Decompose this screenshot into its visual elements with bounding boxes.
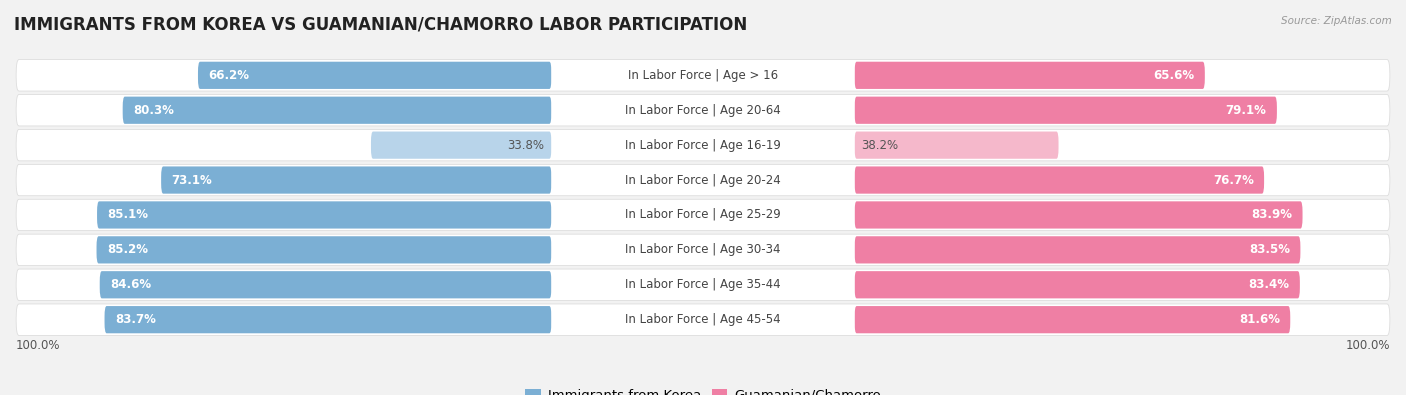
FancyBboxPatch shape <box>15 94 1391 126</box>
FancyBboxPatch shape <box>162 166 551 194</box>
Text: Source: ZipAtlas.com: Source: ZipAtlas.com <box>1281 16 1392 26</box>
Text: In Labor Force | Age 20-64: In Labor Force | Age 20-64 <box>626 104 780 117</box>
Text: In Labor Force | Age 16-19: In Labor Force | Age 16-19 <box>626 139 780 152</box>
Text: 85.2%: 85.2% <box>107 243 148 256</box>
FancyBboxPatch shape <box>551 236 855 263</box>
Text: 83.7%: 83.7% <box>115 313 156 326</box>
FancyBboxPatch shape <box>97 201 551 229</box>
Text: 73.1%: 73.1% <box>172 173 212 186</box>
Text: 33.8%: 33.8% <box>508 139 544 152</box>
Text: In Labor Force | Age 25-29: In Labor Force | Age 25-29 <box>626 209 780 222</box>
FancyBboxPatch shape <box>15 234 1391 265</box>
FancyBboxPatch shape <box>15 164 1391 196</box>
FancyBboxPatch shape <box>122 97 551 124</box>
FancyBboxPatch shape <box>551 306 855 333</box>
FancyBboxPatch shape <box>97 236 551 263</box>
FancyBboxPatch shape <box>855 236 1301 263</box>
Text: 76.7%: 76.7% <box>1213 173 1254 186</box>
FancyBboxPatch shape <box>198 62 551 89</box>
Text: In Labor Force | Age 20-24: In Labor Force | Age 20-24 <box>626 173 780 186</box>
Text: 66.2%: 66.2% <box>208 69 249 82</box>
FancyBboxPatch shape <box>551 132 855 159</box>
FancyBboxPatch shape <box>855 132 1059 159</box>
Text: 80.3%: 80.3% <box>134 104 174 117</box>
FancyBboxPatch shape <box>855 62 1205 89</box>
Text: 83.4%: 83.4% <box>1249 278 1289 291</box>
FancyBboxPatch shape <box>855 306 1291 333</box>
FancyBboxPatch shape <box>371 132 551 159</box>
Text: In Labor Force | Age 30-34: In Labor Force | Age 30-34 <box>626 243 780 256</box>
Text: IMMIGRANTS FROM KOREA VS GUAMANIAN/CHAMORRO LABOR PARTICIPATION: IMMIGRANTS FROM KOREA VS GUAMANIAN/CHAMO… <box>14 16 748 34</box>
FancyBboxPatch shape <box>15 269 1391 301</box>
FancyBboxPatch shape <box>15 130 1391 161</box>
Text: 79.1%: 79.1% <box>1226 104 1267 117</box>
FancyBboxPatch shape <box>855 271 1301 298</box>
Text: 84.6%: 84.6% <box>110 278 152 291</box>
Text: In Labor Force | Age 45-54: In Labor Force | Age 45-54 <box>626 313 780 326</box>
Text: 83.9%: 83.9% <box>1251 209 1292 222</box>
FancyBboxPatch shape <box>855 97 1277 124</box>
FancyBboxPatch shape <box>100 271 551 298</box>
FancyBboxPatch shape <box>551 62 855 89</box>
FancyBboxPatch shape <box>551 271 855 298</box>
FancyBboxPatch shape <box>551 97 855 124</box>
Text: In Labor Force | Age > 16: In Labor Force | Age > 16 <box>628 69 778 82</box>
Text: 100.0%: 100.0% <box>15 339 60 352</box>
Legend: Immigrants from Korea, Guamanian/Chamorro: Immigrants from Korea, Guamanian/Chamorr… <box>520 384 886 395</box>
FancyBboxPatch shape <box>855 201 1302 229</box>
FancyBboxPatch shape <box>104 306 551 333</box>
Text: 85.1%: 85.1% <box>107 209 149 222</box>
FancyBboxPatch shape <box>551 166 855 194</box>
Text: In Labor Force | Age 35-44: In Labor Force | Age 35-44 <box>626 278 780 291</box>
FancyBboxPatch shape <box>15 199 1391 231</box>
Text: 83.5%: 83.5% <box>1249 243 1291 256</box>
Text: 65.6%: 65.6% <box>1153 69 1195 82</box>
Text: 38.2%: 38.2% <box>862 139 898 152</box>
FancyBboxPatch shape <box>551 201 855 229</box>
FancyBboxPatch shape <box>15 304 1391 335</box>
FancyBboxPatch shape <box>15 60 1391 91</box>
Text: 100.0%: 100.0% <box>1346 339 1391 352</box>
Text: 81.6%: 81.6% <box>1239 313 1279 326</box>
FancyBboxPatch shape <box>855 166 1264 194</box>
